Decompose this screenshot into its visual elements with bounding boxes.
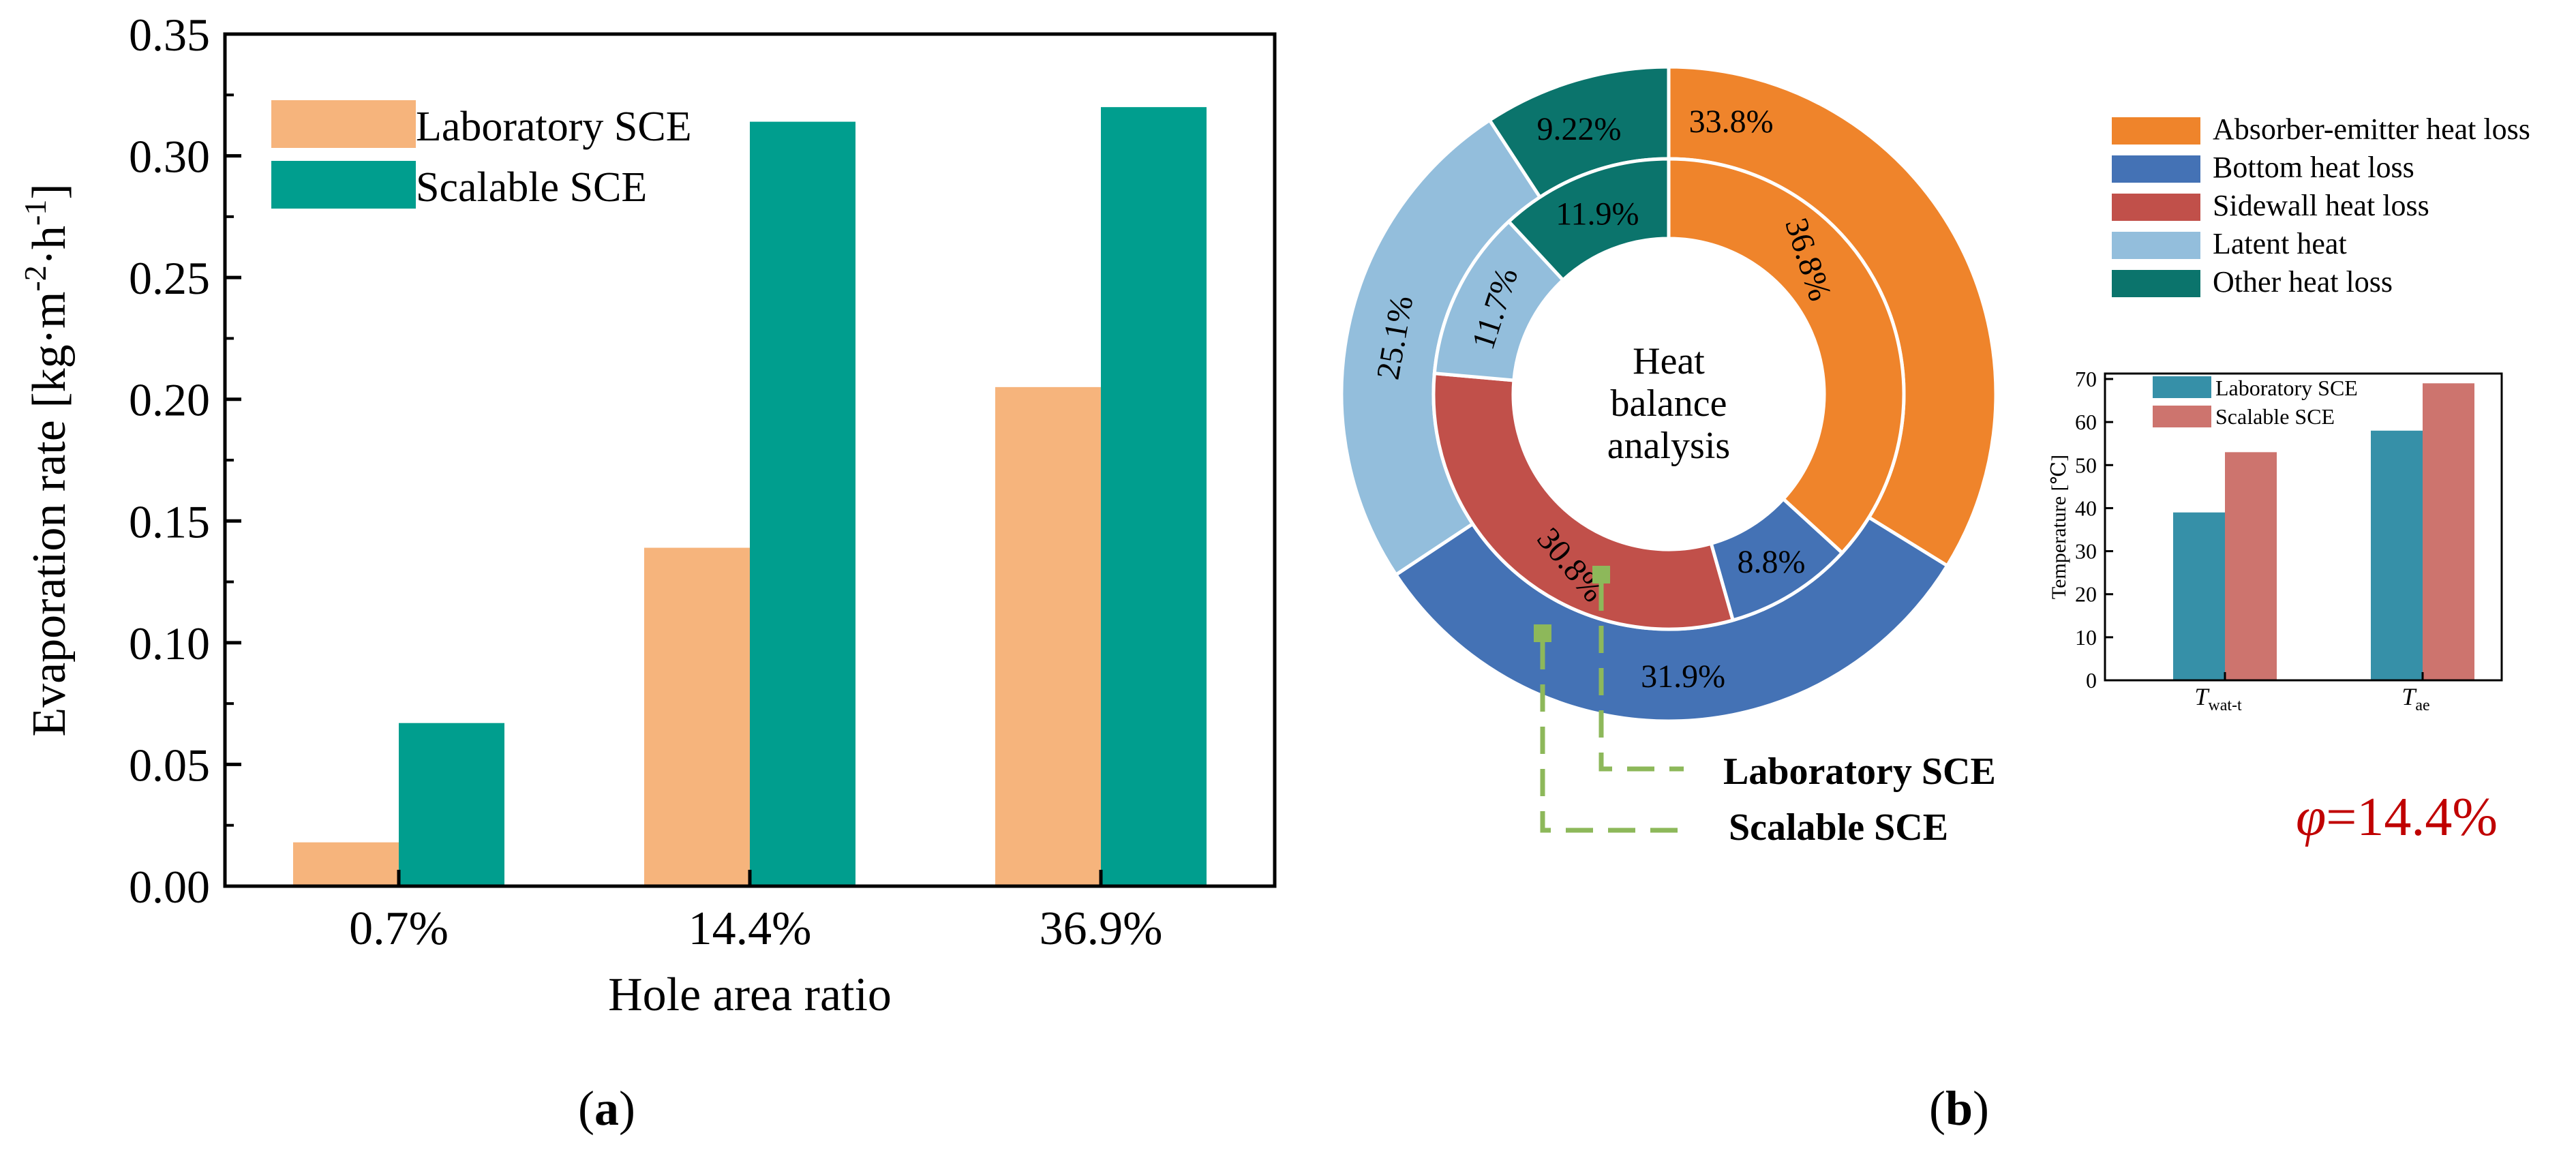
inset-x-tick-label: Twat-t	[2194, 683, 2242, 714]
inset-bar-lab-1	[2371, 430, 2423, 680]
inner-slice-sidewall	[1431, 371, 1736, 631]
legend-swatch-latent	[2112, 232, 2200, 259]
inset-legend-label-lab: Laboratory SCE	[2215, 376, 2358, 400]
x-tick-label: 0.7%	[349, 903, 449, 955]
y-tick-label: 0.15	[129, 496, 210, 547]
y-axis: 0.00 0.05 0.10 0.15 0.20 0.25 0.30 0.35	[129, 9, 241, 913]
inner-label-other: 11.9%	[1556, 196, 1639, 232]
legend-label-latent: Latent heat	[2213, 227, 2347, 260]
inset-y-tick-label: 0	[2086, 668, 2097, 693]
legend-label-scalable: Scalable SCE	[416, 164, 647, 211]
evaporation-bar-chart: 0.00 0.05 0.10 0.15 0.20 0.25 0.30 0.35 0.7% 14.…	[18, 9, 1277, 1136]
inset-y-tick-label: 60	[2075, 410, 2097, 434]
pointer-label-lab: Laboratory SCE	[1723, 751, 1996, 793]
bar-lab-1	[644, 547, 750, 886]
temperature-inset-chart: 0 10 20 30 40 50 60 70 Twat-t Tae Temperature [℃…	[2048, 367, 2503, 714]
inner-label-bottom: 8.8%	[1737, 544, 1805, 580]
legend-label-absorber: Absorber-emitter heat loss	[2213, 112, 2530, 146]
inset-bar-scalable-0	[2225, 452, 2277, 680]
pointer-marker-lab	[1592, 566, 1610, 583]
outer-label-bottom: 31.9%	[1641, 658, 1725, 695]
y-tick-label: 0.25	[129, 252, 210, 304]
bar-scalable-0	[399, 723, 504, 886]
x-tick-label: 14.4%	[688, 903, 812, 955]
outer-label-absorber: 33.8%	[1689, 104, 1774, 140]
legend-label-bottom: Bottom heat loss	[2213, 151, 2414, 184]
legend-swatch-sidewall	[2112, 194, 2200, 221]
inset-y-tick-label: 50	[2075, 453, 2097, 477]
panel-label-b: (b)	[1929, 1081, 1989, 1136]
inset-legend-label-scalable: Scalable SCE	[2215, 404, 2335, 429]
donut-center-line-1: Heat	[1633, 340, 1705, 382]
donut-slices	[1339, 65, 1998, 723]
pointer-marker-scalable	[1534, 624, 1551, 642]
inner-slice-absorber	[1667, 157, 1906, 556]
inset-y-tick-label: 20	[2075, 582, 2097, 607]
legend-swatch-other	[2112, 270, 2200, 297]
inset-bar-lab-0	[2173, 512, 2225, 680]
inset-y-axis: 0 10 20 30 40 50 60 70	[2075, 367, 2113, 693]
x-axis: 0.7% 14.4% 36.9%	[349, 870, 1162, 955]
y-tick-label: 0.35	[129, 9, 210, 61]
pointer-line-lab	[1598, 583, 1684, 772]
inset-bars	[2173, 383, 2474, 680]
y-tick-label: 0.30	[129, 131, 210, 183]
legend-swatch-lab	[271, 100, 416, 148]
heat-loss-legend: Absorber-emitter heat loss Bottom heat lo…	[2112, 112, 2530, 299]
legend-swatch-absorber	[2112, 117, 2200, 145]
inset-x-tick-label: Tae	[2401, 683, 2429, 714]
inset-frame	[2104, 372, 2503, 682]
inset-y-tick-label: 40	[2075, 496, 2097, 520]
y-tick-label: 0.10	[129, 618, 210, 669]
legend-label-other: Other heat loss	[2213, 265, 2393, 299]
inset-bar-scalable-1	[2423, 383, 2474, 680]
inset-y-tick-label: 70	[2075, 367, 2097, 391]
inset-y-tick-label: 10	[2075, 625, 2097, 650]
bar-scalable-1	[750, 121, 855, 887]
ring-pointers: Laboratory SCE Scalable SCE	[1534, 566, 1996, 849]
legend: Laboratory SCE Scalable SCE	[271, 100, 692, 211]
inset-legend-swatch-scalable	[2153, 406, 2211, 427]
inset-y-tick-label: 30	[2075, 539, 2097, 564]
heat-balance-donut: 33.8%31.9%25.1%9.22%36.8%8.8%30.8%11.7%1…	[1339, 65, 1998, 723]
x-tick-label: 36.9%	[1040, 903, 1163, 955]
outer-label-other: 9.22%	[1536, 111, 1621, 147]
bar-scalable-2	[1101, 107, 1207, 887]
pointer-label-scalable: Scalable SCE	[1729, 806, 1948, 849]
bars-group	[293, 107, 1207, 887]
y-tick-label: 0.00	[129, 861, 210, 913]
bar-lab-2	[995, 386, 1101, 886]
donut-center-line-3: analysis	[1607, 425, 1730, 467]
x-axis-title: Hole area ratio	[608, 969, 892, 1021]
legend-label-sidewall: Sidewall heat loss	[2213, 189, 2429, 222]
inset-y-title: Temperature [℃]	[2048, 455, 2070, 599]
panel-label-a: (a)	[578, 1081, 635, 1136]
y-tick-label: 0.05	[129, 739, 210, 791]
donut-center-line-2: balance	[1611, 382, 1727, 425]
bar-lab-0	[293, 842, 399, 886]
legend-label-lab: Laboratory SCE	[416, 104, 692, 150]
inset-x-axis: Twat-t Tae	[2194, 672, 2430, 714]
y-axis-title: Evaporation rate [kg·m-2·h-1]	[18, 183, 76, 736]
inner-slice-other	[1506, 157, 1671, 283]
pointer-line-scalable	[1540, 642, 1684, 833]
inset-legend-swatch-lab	[2153, 376, 2211, 398]
y-tick-label: 0.20	[129, 374, 210, 426]
legend-swatch-bottom	[2112, 155, 2200, 183]
legend-swatch-scalable	[271, 161, 416, 209]
phi-annotation: φ=14.4%	[2296, 787, 2498, 847]
